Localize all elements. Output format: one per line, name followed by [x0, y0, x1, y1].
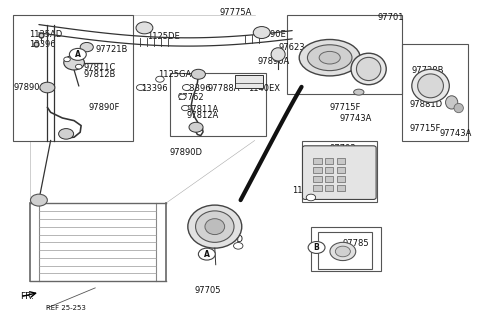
Text: 1125AD: 1125AD — [30, 30, 63, 39]
FancyBboxPatch shape — [302, 146, 376, 199]
Bar — [313, 158, 322, 164]
Ellipse shape — [299, 39, 360, 76]
Bar — [313, 176, 322, 182]
Text: 1433CB: 1433CB — [317, 163, 349, 171]
Text: B: B — [314, 243, 320, 252]
Text: 97890D: 97890D — [169, 148, 202, 157]
Ellipse shape — [454, 104, 463, 113]
Bar — [325, 167, 334, 173]
Text: 97812A: 97812A — [187, 111, 219, 120]
Text: 1129ER: 1129ER — [292, 186, 324, 195]
Circle shape — [59, 129, 73, 139]
Bar — [337, 176, 345, 182]
Circle shape — [198, 248, 215, 260]
Circle shape — [308, 241, 325, 254]
Ellipse shape — [195, 211, 234, 242]
Text: 97762: 97762 — [177, 93, 204, 102]
Text: 1125DE: 1125DE — [147, 32, 180, 41]
Circle shape — [40, 82, 55, 93]
Text: 97705: 97705 — [194, 286, 221, 295]
Text: 97811C: 97811C — [84, 63, 116, 72]
Bar — [301, 141, 377, 202]
Circle shape — [253, 27, 270, 38]
Circle shape — [30, 194, 48, 206]
Bar — [337, 158, 345, 164]
Ellipse shape — [357, 57, 381, 80]
Bar — [313, 185, 322, 191]
Bar — [288, 15, 402, 94]
Text: FR.: FR. — [20, 292, 34, 301]
Text: 13396: 13396 — [184, 84, 211, 93]
Ellipse shape — [351, 53, 386, 85]
Text: 97890D: 97890D — [210, 235, 243, 244]
Text: 97881D: 97881D — [348, 65, 382, 74]
Text: 97728B: 97728B — [412, 66, 444, 75]
Ellipse shape — [354, 89, 364, 95]
Bar — [170, 72, 266, 136]
Text: REF 25-253: REF 25-253 — [46, 305, 86, 311]
Bar — [337, 185, 345, 191]
Text: 97811A: 97811A — [187, 105, 219, 114]
Text: 97890E: 97890E — [255, 30, 287, 39]
Bar — [235, 75, 263, 88]
Text: 97890F: 97890F — [88, 103, 120, 112]
Circle shape — [192, 69, 205, 79]
Text: 1433CB: 1433CB — [317, 175, 349, 184]
Circle shape — [136, 85, 145, 91]
Ellipse shape — [188, 205, 242, 248]
Text: 97743A: 97743A — [339, 115, 372, 124]
Ellipse shape — [412, 69, 449, 103]
Text: 97703: 97703 — [330, 144, 356, 153]
Bar — [325, 176, 334, 182]
Circle shape — [181, 106, 189, 111]
Text: A: A — [75, 50, 81, 59]
Ellipse shape — [319, 51, 340, 64]
Ellipse shape — [445, 96, 458, 109]
Bar — [325, 158, 334, 164]
Text: 97701: 97701 — [377, 13, 404, 22]
Text: 1140EX: 1140EX — [248, 84, 280, 93]
Bar — [313, 167, 322, 173]
Text: 97743A: 97743A — [440, 129, 472, 138]
Text: 97715F: 97715F — [409, 124, 441, 133]
Text: 13396: 13396 — [30, 40, 56, 49]
Bar — [402, 44, 468, 141]
Circle shape — [64, 55, 84, 70]
Circle shape — [182, 85, 191, 91]
Circle shape — [234, 242, 243, 249]
Circle shape — [64, 57, 71, 62]
Text: 97775A: 97775A — [220, 8, 252, 17]
Bar — [311, 227, 381, 271]
Text: A: A — [204, 249, 210, 259]
Text: 97729: 97729 — [311, 45, 337, 54]
Ellipse shape — [418, 74, 444, 98]
Text: 97715F: 97715F — [330, 103, 361, 112]
Circle shape — [75, 64, 82, 69]
Circle shape — [306, 194, 316, 201]
Text: 97812B: 97812B — [84, 70, 116, 79]
Circle shape — [156, 76, 164, 82]
Text: 97890A: 97890A — [13, 83, 46, 92]
Circle shape — [189, 122, 203, 132]
Ellipse shape — [336, 246, 350, 257]
Text: 1125GA: 1125GA — [158, 70, 192, 79]
Text: 97623: 97623 — [278, 43, 305, 52]
Bar — [325, 185, 334, 191]
Ellipse shape — [330, 242, 356, 261]
Bar — [13, 15, 132, 141]
Text: 97721B: 97721B — [95, 45, 128, 54]
Circle shape — [179, 94, 186, 100]
Circle shape — [136, 22, 153, 34]
Text: 97788A: 97788A — [208, 84, 240, 93]
Ellipse shape — [271, 48, 285, 61]
Bar — [337, 167, 345, 173]
Text: 97890A: 97890A — [257, 56, 289, 65]
Ellipse shape — [307, 45, 352, 70]
Ellipse shape — [205, 219, 225, 234]
Text: 97881D: 97881D — [409, 100, 443, 109]
Text: 97785: 97785 — [343, 239, 370, 248]
Circle shape — [70, 48, 86, 60]
Circle shape — [80, 42, 93, 52]
Text: 13396: 13396 — [141, 84, 168, 93]
